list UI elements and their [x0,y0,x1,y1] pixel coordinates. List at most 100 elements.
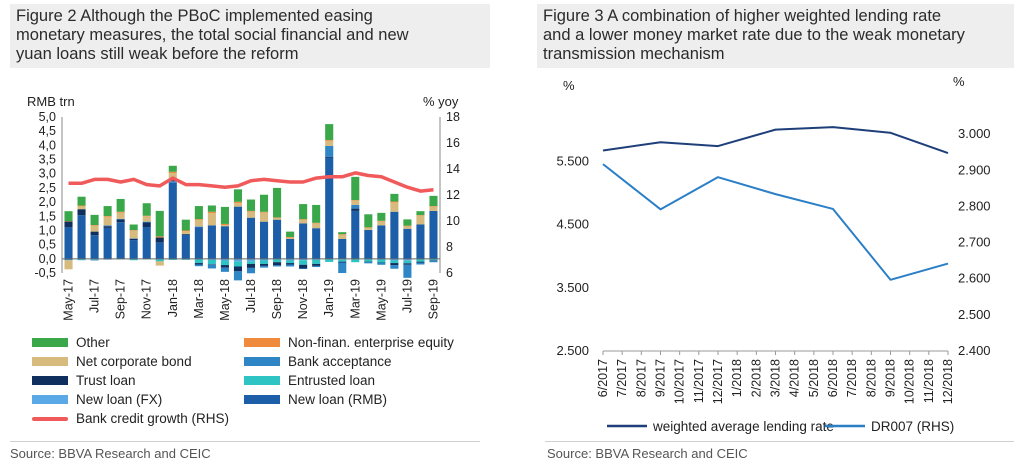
figure2-title: Figure 2 Although the PBoC implemented e… [10,4,490,68]
bar-segment [259,221,269,259]
x-tick-label: Jul-19 [400,279,414,313]
bar-segment [90,225,99,226]
bar-segment [64,211,73,222]
bar-segment [194,206,203,220]
bar-segment [390,260,399,264]
figure3-title-line: Figure 3 A combination of higher weighte… [543,7,942,25]
bar-segment [259,212,269,222]
bar-segment [142,215,151,217]
legend-item: Trust loan [32,373,136,388]
x-tick-label: May-19 [374,279,388,321]
x-tick-label: 10/2018 [903,359,917,404]
bar-segment [246,210,256,212]
bar-segment [103,215,112,217]
bar-segment [168,171,177,174]
bar-segment [155,261,164,266]
y-tick-label: 3,5 [39,153,56,167]
y2-tick-label: 8 [446,240,453,254]
bar-segment [429,260,438,263]
bar-segment [116,222,125,259]
bar-segment [116,198,125,212]
bar-segment [246,258,256,262]
legend-swatch [32,395,68,404]
y-tick-label: 3.500 [556,280,589,295]
legend-label: Trust loan [76,373,136,388]
bar-segment [168,182,177,259]
bar-segment [194,258,203,264]
legend-item: Non-finan. enterprise equity [244,335,454,350]
y-tick-label: 4,0 [39,138,56,152]
y-tick-label: 0,5 [39,238,56,252]
x-tick-label: May-18 [218,279,232,321]
bar-segment [299,258,308,261]
bar-segment [233,189,242,202]
bar-segment [155,210,164,237]
legend-label: Bank acceptance [288,354,392,369]
bar-segment [90,231,99,236]
bar-segment [416,262,425,265]
bar-segment [299,223,308,259]
legend-swatch [32,338,68,347]
bar-segment [116,218,125,220]
x-tick-label: 12/2017 [711,359,725,404]
x-tick-label: 4/2018 [788,359,802,397]
y-tick-label: 3,0 [39,167,56,181]
bar-segment [273,262,282,266]
x-tick-label: 10/2017 [673,359,687,404]
bar-segment [377,259,386,263]
x-tick-label: 6/2018 [826,359,840,397]
bar-segment [338,232,347,235]
x-tick-label: Mar-18 [192,279,206,319]
x-tick-label: Jan-19 [322,279,336,317]
y2-tick-label: 3.000 [958,126,991,141]
y2-tick-label: 2.600 [958,271,991,286]
bar-segment [286,236,295,238]
figure2-legend: Other Non-finan. enterprise equity Net cor… [0,0,490,467]
x-tick-label: Nov-17 [140,279,154,319]
y-tick-label: 2,5 [39,181,56,195]
bar-segment [129,224,138,231]
y-tick-label: 4.500 [556,217,589,232]
y2-tick-label: 2.700 [958,235,991,250]
bar-segment [129,259,138,261]
legend-swatch [244,376,280,385]
bar-segment [390,258,399,261]
bar-segment [286,258,295,261]
y2-tick-label: 2.900 [958,162,991,177]
bar-segment [168,165,177,172]
bar-segment [77,215,86,259]
legend-swatch [244,357,280,366]
bar-segment [273,187,282,218]
bar-segment [233,261,242,267]
bar-segment [273,217,282,220]
bar-segment [299,264,308,269]
figure2-source: Source: BBVA Research and CEIC [10,446,211,461]
bar-segment [390,263,399,266]
x-tick-label: Jul-18 [244,279,258,313]
bar-segment [246,267,256,274]
bar-segment [155,237,164,243]
bar-segment [259,258,269,261]
bar-segment [416,259,425,262]
bar-segment [77,196,86,206]
bar-segment [233,201,242,203]
bar-segment [416,261,425,263]
y-tick-label: 5,0 [39,110,56,124]
bar-segment [390,265,399,269]
y-tick-label: 1,5 [39,209,56,223]
bar-segment [233,271,242,281]
x-tick-label: 12/2018 [941,359,955,404]
legend-label: weighted average lending rate [652,419,834,434]
bar-segment [194,263,203,265]
bar-segment [168,173,177,179]
bar-segment [299,219,308,220]
x-tick-label: 1/2018 [730,359,744,397]
bar-segment [181,231,190,235]
bar-segment [325,139,334,141]
bar-segment [64,260,73,270]
bar-segment [207,259,216,265]
y2-tick-label: 6 [446,266,453,280]
bar-segment [377,220,386,222]
bar-segment [390,193,399,202]
bar-segment [299,219,308,224]
